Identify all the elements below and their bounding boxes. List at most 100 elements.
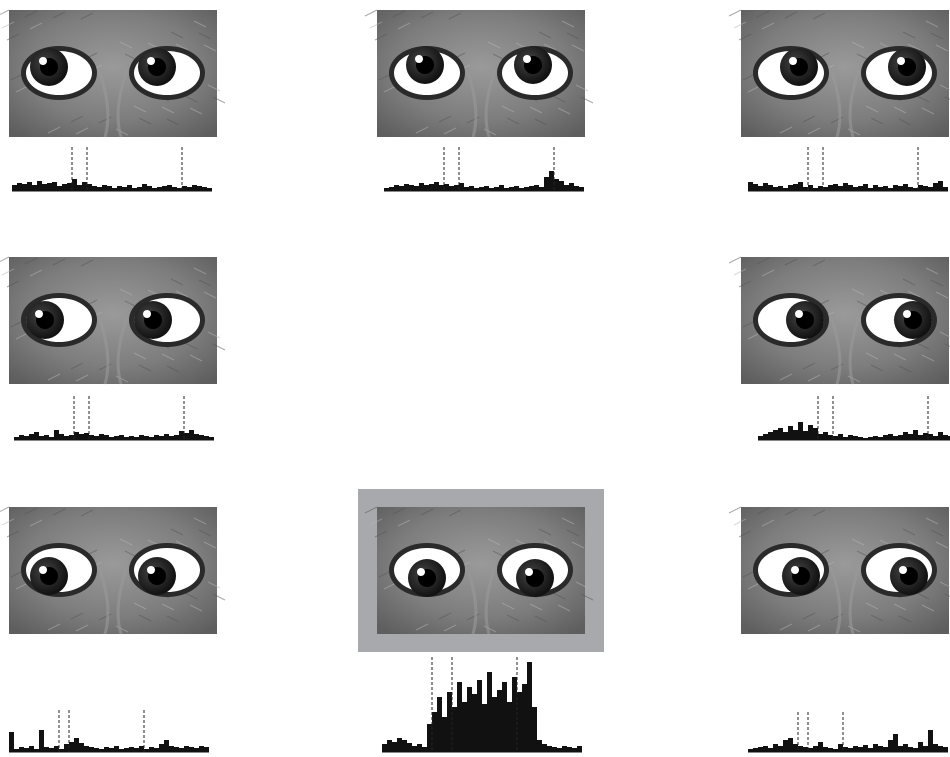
histogram-bar [169, 746, 174, 752]
fur-stroke [138, 117, 152, 125]
fur-stroke [170, 278, 184, 286]
histogram-bar [394, 185, 399, 191]
fur-stroke [383, 85, 397, 93]
fur-stroke [80, 12, 94, 20]
histogram-bar [823, 432, 828, 440]
histogram-bar [79, 743, 84, 752]
fur-stroke [189, 107, 203, 115]
histogram-bar [464, 187, 469, 191]
fur-stroke [538, 31, 552, 39]
histogram-bar [788, 185, 793, 191]
histogram-bar [149, 437, 154, 440]
histogram-bar [903, 744, 908, 752]
histogram-bar [167, 185, 172, 191]
fur-stroke [779, 623, 793, 631]
fur-stroke [784, 508, 798, 516]
fur-stroke [119, 538, 133, 546]
histogram-bar [99, 749, 104, 752]
histogram-bar [813, 746, 818, 752]
histogram-bar [189, 747, 194, 752]
histogram-bar [9, 732, 14, 752]
histogram-bar [462, 702, 467, 752]
stimulus-image [0, 506, 226, 635]
fur-stroke [538, 528, 552, 536]
fur-stroke [756, 257, 770, 265]
histogram-bar [172, 187, 177, 191]
fur-stroke [893, 106, 907, 114]
histogram-bar [59, 434, 64, 440]
histogram-bar [843, 437, 848, 440]
nose-bridge [97, 69, 129, 138]
histogram-bar [554, 179, 559, 191]
fur-stroke [802, 115, 816, 123]
histogram-bar [838, 186, 843, 191]
fur-stroke [738, 33, 752, 41]
histogram-bar [858, 186, 863, 191]
histogram-bar [142, 184, 147, 191]
histogram-bar [863, 184, 868, 191]
histogram-bar [943, 187, 948, 191]
histogram-bar [137, 187, 142, 191]
fur-stroke [6, 33, 20, 41]
fur-stroke [1, 518, 15, 526]
fur-stroke [902, 31, 916, 39]
eye-highlight [523, 55, 531, 63]
fur-stroke [742, 73, 756, 81]
eye-highlight [897, 57, 905, 65]
histogram-bar [112, 188, 117, 191]
fur-stroke [0, 506, 10, 513]
histogram-bar [783, 740, 788, 752]
histogram-bar [913, 188, 918, 191]
histogram-bar [823, 747, 828, 752]
histogram-bar [788, 426, 793, 440]
fur-stroke [738, 530, 752, 538]
fur-stroke [534, 118, 548, 126]
histogram-bar [164, 740, 169, 752]
histogram-bar [474, 188, 479, 191]
stimulus-image [728, 256, 950, 385]
fur-stroke [15, 582, 29, 590]
histogram-bar [459, 183, 464, 191]
nose-bridge [97, 566, 129, 635]
histogram-bar [434, 182, 439, 191]
histogram-bar [823, 187, 828, 191]
histogram-bar [843, 183, 848, 191]
histogram-bar [442, 717, 447, 752]
nose-bridge [829, 69, 861, 138]
histogram-bar [923, 186, 928, 191]
histogram-bar [414, 186, 419, 191]
histogram-bar [818, 186, 823, 191]
fur-stroke [0, 256, 10, 263]
histogram-bar [748, 182, 753, 191]
histogram-bar [469, 186, 474, 191]
histogram-bar [189, 430, 194, 440]
fur-stroke [397, 22, 411, 30]
fur-stroke [52, 258, 66, 266]
histogram-bar [24, 436, 29, 440]
fur-stroke [420, 11, 434, 19]
fur-stroke [369, 21, 383, 29]
histogram-bar [773, 744, 778, 752]
histogram-bar [928, 434, 933, 440]
fur-stroke [893, 603, 907, 611]
fur-stroke [580, 96, 594, 104]
eye-highlight [525, 568, 533, 576]
fur-stroke [47, 126, 61, 134]
fur-stroke [184, 342, 198, 350]
histogram-bar [44, 747, 49, 752]
histogram-bar [748, 749, 753, 752]
histogram-bar [472, 694, 477, 752]
histogram-bar [74, 432, 79, 440]
fur-stroke [383, 582, 397, 590]
fur-stroke [898, 365, 912, 373]
nose-bridge [829, 566, 861, 635]
histogram-bar [64, 744, 69, 752]
histogram-bar [119, 435, 124, 440]
histogram-bar [818, 742, 823, 752]
fur-stroke [501, 602, 515, 610]
histogram-bar [888, 740, 893, 752]
fur-stroke [935, 291, 949, 299]
histogram-bar [577, 746, 582, 752]
histogram-bar [943, 747, 948, 752]
fur-stroke [443, 127, 457, 135]
